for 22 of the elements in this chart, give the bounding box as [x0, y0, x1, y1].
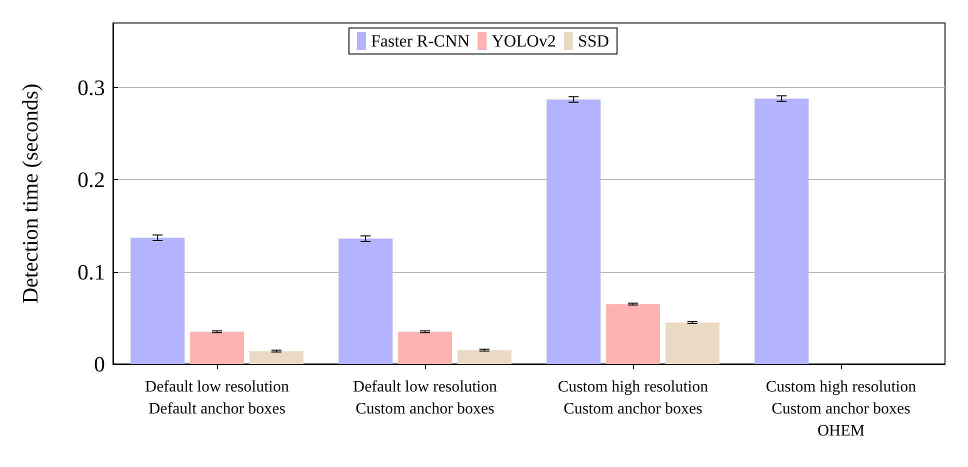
bar	[457, 350, 512, 364]
bar	[754, 98, 809, 364]
legend-label: Faster R-CNN	[370, 32, 470, 50]
legend-label: SSD	[578, 32, 610, 50]
y-tick-label: 0.3	[78, 75, 105, 100]
bar	[606, 304, 660, 364]
y-tick-label: 0.1	[78, 259, 105, 284]
y-tick-label: 0	[94, 352, 105, 376]
x-tick-label: Custom high resolution Custom anchor boxes OHEM	[766, 378, 916, 440]
bar	[546, 99, 601, 364]
x-tick-label: Custom high resolution Custom anchor boxes	[558, 378, 708, 418]
bar	[338, 238, 393, 364]
x-tick-label: Default low resolution Default anchor boxes	[145, 378, 289, 418]
x-tick-label: Default low resolution Custom anchor boxes	[353, 378, 497, 418]
y-axis-title: Detection time (seconds)	[18, 84, 42, 304]
y-tick-label: 0.2	[78, 167, 105, 192]
legend-label: YOLOv2	[492, 32, 556, 50]
bar	[190, 332, 244, 364]
bar	[249, 351, 304, 364]
bar	[665, 322, 720, 364]
bar	[130, 238, 185, 364]
bar	[398, 332, 452, 364]
